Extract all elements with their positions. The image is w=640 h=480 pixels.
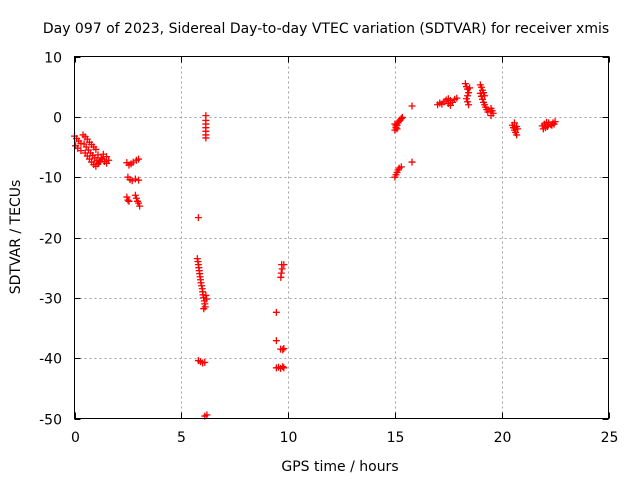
data-point [272,337,280,345]
data-point [92,145,100,153]
x-tick-label: 25 [601,430,619,446]
data-point [135,176,143,184]
grid [74,56,609,419]
data-point [408,158,416,166]
y-tick-label: 10 [44,51,62,67]
data-point [125,197,133,205]
data-point [511,119,519,127]
data-point [464,92,472,100]
data-point [480,89,488,97]
data-point [202,134,210,142]
data-point [481,92,489,100]
data-point [513,122,521,130]
x-tick-label: 20 [494,430,512,446]
data-point [466,84,474,92]
data-point [465,101,473,109]
data-point [278,265,286,273]
y-tick-label: -20 [39,232,62,248]
y-tick-label: -30 [39,292,62,308]
data-point [203,295,211,303]
data-point [272,308,280,316]
x-tick-label: 0 [71,430,80,446]
y-tick-label: -50 [39,413,62,429]
data-point [280,345,288,353]
data-point [477,83,485,91]
data-point [135,155,143,163]
data-point [131,175,139,183]
data-point [461,80,469,88]
data-point [550,120,558,128]
data-point [201,358,209,366]
data-point [77,147,85,155]
data-point [487,112,495,120]
data-point [408,102,416,110]
data-point [544,122,552,130]
data-point [280,261,288,269]
data-point [397,163,405,171]
x-tick-label: 15 [387,430,405,446]
data-point [478,95,486,103]
axis-ticks [74,56,610,420]
data-point [453,94,461,102]
data-point [194,214,202,222]
data-point [94,151,102,159]
data-point [136,202,144,210]
x-axis-label: GPS time / hours [281,459,398,475]
y-axis-label: SDTVAR / TECUs [8,180,24,295]
data-point [131,191,139,199]
data-point [392,122,400,130]
data-point [280,364,288,372]
plot-frame [74,56,609,419]
data-point [124,196,132,204]
data-point [123,193,131,201]
x-tick-label: 10 [280,430,298,446]
chart-title: Day 097 of 2023, Sidereal Day-to-day VTE… [43,21,609,37]
data-point [105,156,113,164]
data-point [279,363,287,371]
y-tick-label: 0 [53,111,62,127]
data-point [200,305,208,313]
data-point [462,95,470,103]
data-points [71,80,559,420]
y-tick-label: -10 [39,171,62,187]
data-point [513,131,521,139]
data-point [464,98,472,106]
data-point [398,113,406,121]
data-point [279,346,287,354]
data-point [277,273,285,281]
data-point [132,194,140,202]
x-tick-label: 5 [177,430,186,446]
data-point [97,154,105,162]
data-point [393,125,401,133]
data-point [397,115,405,123]
x-tick-labels: 0 5 10 15 20 25 [71,430,618,446]
data-point [135,199,143,207]
y-tick-labels: -50 -40 -30 -20 -10 0 10 [39,51,62,429]
data-point [203,411,211,419]
data-point [465,89,473,97]
y-tick-label: -40 [39,352,62,368]
data-point [446,101,454,109]
data-point [484,108,492,116]
